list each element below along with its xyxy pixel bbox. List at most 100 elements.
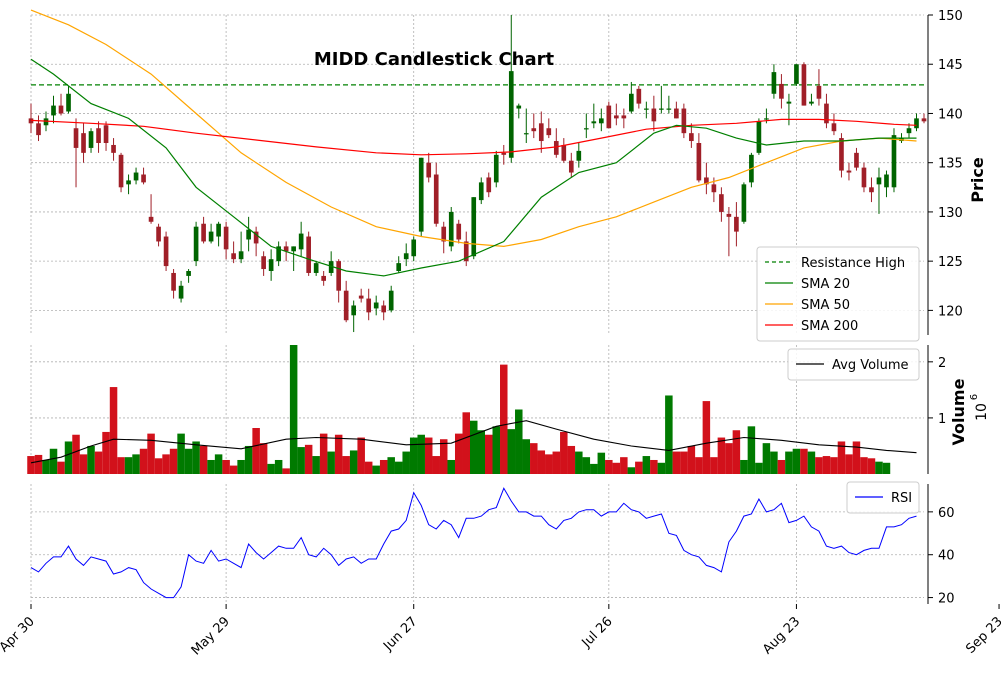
candle-body [283,246,289,252]
candle-body [43,118,49,126]
candle-body [171,272,176,291]
volume-bar [147,433,155,474]
candle-body [809,101,814,104]
price-y-tick-label: 130 [938,206,963,221]
volume-bar [702,401,711,474]
volume-bar [312,456,320,474]
candle-body [779,83,784,99]
candle-body [689,133,694,142]
volume-bar [432,456,440,474]
volume-bar [252,428,260,474]
candle-body [163,236,169,267]
volume-bar [222,459,230,474]
volume-bar [334,434,343,474]
volume-bar [830,457,838,474]
volume-bar [402,451,410,474]
volume-bar [207,459,215,474]
volume-bar [124,457,133,474]
candle-body [831,123,837,132]
candle-body [861,167,867,188]
volume-bar [665,395,673,474]
candle-body [801,64,807,106]
volume-bar [64,441,73,474]
volume-bar [349,450,358,474]
candle-body [96,128,101,143]
volume-legend-entry: Avg Volume [832,358,909,373]
x-tick-label: May 29 [189,614,233,658]
volume-bar [469,420,478,474]
volume-bar [304,444,313,474]
volume-bar [650,459,658,474]
volume-bar [282,468,290,474]
volume-bar [409,437,418,474]
candle-body [81,133,86,153]
volume-bar [379,459,388,474]
volume-bar [27,456,35,474]
volume-bar [267,463,275,474]
volume-bar [845,454,853,474]
sma50-line [30,9,917,248]
candle-body [268,259,274,271]
candle-body [696,143,702,181]
volume-bar [162,454,170,474]
candle-body [576,150,582,161]
volume-bar [710,457,718,474]
volume-bar [785,451,793,474]
volume-bar [424,437,433,474]
candle-body [373,302,379,309]
candle-body [486,177,492,193]
candle-body [906,128,912,134]
volume-bar [762,443,771,474]
volume-bar [177,433,185,474]
volume-bar [34,454,43,474]
volume-bar [154,458,163,474]
candle-body [238,251,244,260]
candle-body [891,135,897,188]
price-y-tick-label: 125 [938,255,963,270]
candle-body [704,177,709,185]
candle-body [36,123,41,136]
volume-bar [867,458,876,474]
chart-marks [27,9,927,599]
candle-body [261,256,266,270]
price-y-tick-label: 150 [938,9,963,24]
candle-body [478,182,484,201]
candle-body [914,118,919,129]
volume-bar [342,456,350,474]
rsi-y-tick-label: 20 [938,592,955,607]
volume-bar [657,462,666,474]
volume-bar [79,454,88,474]
volume-bar [477,430,486,474]
volume-bar [394,461,403,474]
candle-body [816,85,822,99]
volume-bar [590,463,598,474]
candle-body [66,93,71,112]
volume-bar [552,451,561,474]
candle-body [591,121,597,124]
candle-body [358,295,364,299]
candle-body [403,253,409,260]
legends: Resistance High SMA 20 SMA 50 SMA 200 Avg Vo… [756,246,920,514]
volume-bar [530,443,538,474]
volume-bar [289,345,298,474]
volume-bar [132,454,140,474]
candle-body [186,271,191,276]
volume-bar [462,412,470,474]
candle-body [223,226,229,250]
volume-bar [259,443,268,474]
price-y-tick-label: 145 [938,58,963,73]
candle-body [666,108,672,110]
x-tick-label: Aug 23 [760,614,803,657]
candle-body [426,162,432,178]
candle-body [854,152,859,168]
candle-body [741,184,747,222]
candle-body [133,172,139,181]
candle-body [448,211,454,247]
x-tick-label: Jun 27 [380,614,420,654]
volume-bar [852,441,861,474]
volume-bar [507,429,516,474]
candle-body [711,184,717,193]
candle-body [583,128,589,130]
candle-body [546,128,552,136]
candle-body [291,246,296,252]
